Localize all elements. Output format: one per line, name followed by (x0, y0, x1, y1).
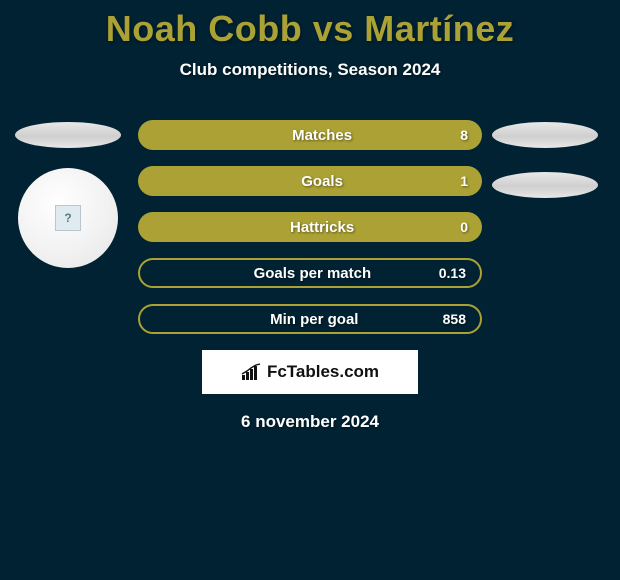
ellipse-decor (492, 122, 598, 148)
ellipse-decor (492, 172, 598, 198)
page-title: Noah Cobb vs Martínez (0, 0, 620, 50)
stat-row: Hattricks0 (138, 212, 482, 242)
placeholder-icon: ? (55, 205, 81, 231)
bars-ascending-icon (241, 363, 263, 381)
stat-value: 858 (443, 311, 466, 327)
stat-row: Goals1 (138, 166, 482, 196)
avatar-placeholder: ? (18, 168, 118, 268)
stat-label: Hattricks (184, 219, 460, 236)
stat-row: Min per goal858 (138, 304, 482, 334)
ellipse-decor (15, 122, 121, 148)
stat-label: Matches (184, 127, 460, 144)
comparison-panel: ? Matches8 Goals1 Hattricks0 Goals per matc… (0, 120, 620, 432)
stat-label: Min per goal (186, 311, 443, 328)
player1-decor: ? (8, 120, 128, 268)
stat-row: Matches8 (138, 120, 482, 150)
stat-label: Goals per match (186, 265, 439, 282)
stat-value: 0 (460, 219, 468, 235)
brand-badge: FcTables.com (202, 350, 418, 394)
subtitle: Club competitions, Season 2024 (0, 60, 620, 80)
stat-row: Goals per match0.13 (138, 258, 482, 288)
stat-label: Goals (184, 173, 460, 190)
player2-decor (490, 120, 600, 214)
stat-value: 1 (460, 173, 468, 189)
date-line: 6 november 2024 (0, 412, 620, 432)
stat-bars: Matches8Goals1Hattricks0Goals per match0… (138, 120, 482, 334)
stat-value: 0.13 (439, 265, 466, 281)
brand-text: FcTables.com (267, 362, 379, 382)
stat-value: 8 (460, 127, 468, 143)
